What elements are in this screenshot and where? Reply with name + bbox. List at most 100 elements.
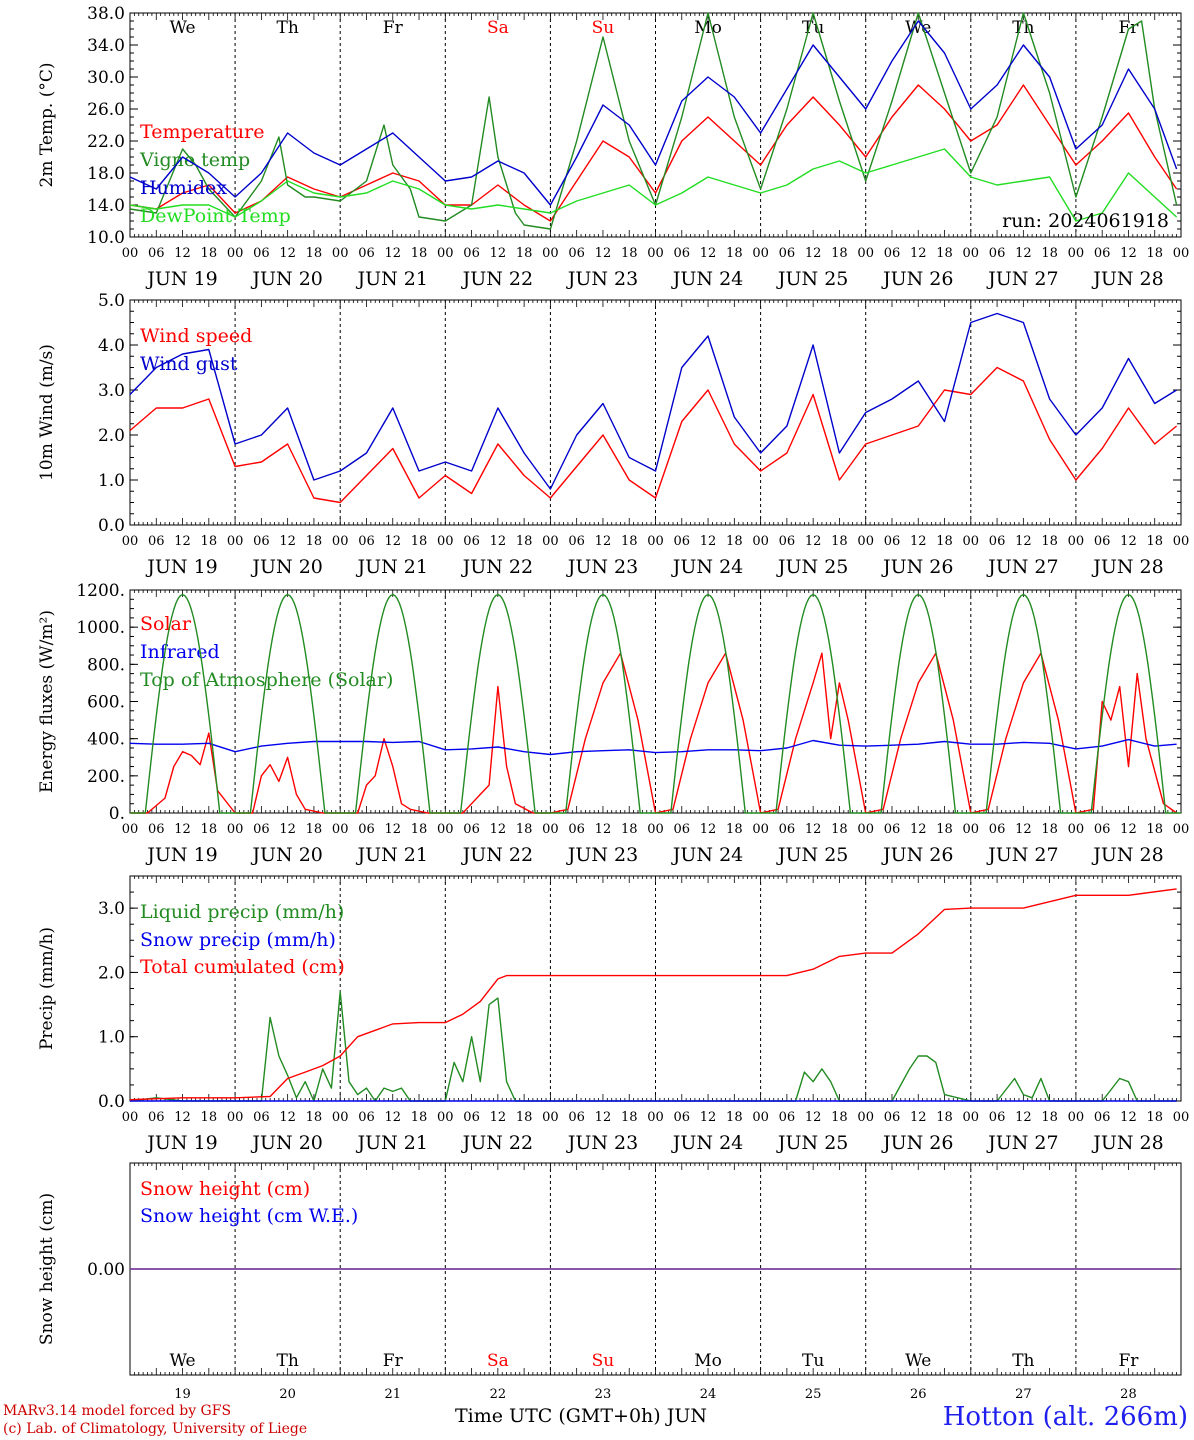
hour-tick-label: 18 [201,1110,218,1125]
hour-tick-label: 00 [332,1110,349,1125]
day-number-label: 24 [700,1387,717,1402]
legend-entry: DewPoint Temp [140,205,291,227]
y-tick-label: 1000. [76,618,125,638]
hour-tick-label: 06 [1094,534,1111,549]
legend-entry: Vigne temp [139,149,250,171]
hour-tick-label: 18 [936,246,953,261]
series-line-3 [130,593,1181,814]
date-label: JUN 19 [145,844,217,866]
hour-tick-label: 18 [831,534,848,549]
hour-tick-label: 06 [779,246,796,261]
y-tick-label: 14.0 [87,196,125,216]
hour-tick-label: 00 [647,534,664,549]
hour-tick-label: 06 [989,822,1006,837]
y-tick-label: 3.0 [98,899,125,919]
weekday-label: We [169,18,195,38]
hour-tick-label: 18 [1146,534,1163,549]
date-label: JUN 20 [250,556,322,578]
hour-tick-label: 12 [595,246,612,261]
hour-tick-label: 00 [227,1110,244,1125]
hour-tick-label: 06 [674,534,691,549]
hour-tick-label: 00 [752,246,769,261]
panel-4: 0.0 1.0 2.0 3.0 Precip (mm/h) 00 06 12 18 JUN 19 0… [37,875,1189,1154]
hour-tick-label: 00 [122,246,139,261]
hour-tick-label: 06 [674,822,691,837]
y-axis-label: Precip (mm/h) [37,927,57,1050]
hour-tick-label: 00 [437,822,454,837]
day-number-label: 26 [910,1387,927,1402]
weekday-label: Fr [1118,1351,1139,1371]
hour-tick-label: 18 [726,246,743,261]
legend-entry: Humidex [140,177,227,199]
hour-tick-label: 00 [857,534,874,549]
weekday-label: Th [277,1351,299,1371]
hour-tick-label: 00 [332,822,349,837]
legend-entry: Snow precip (mm/h) [140,929,336,951]
date-label: JUN 26 [881,844,953,866]
hour-tick-label: 06 [148,534,165,549]
hour-tick-label: 12 [279,534,296,549]
hour-tick-label: 00 [122,1110,139,1125]
hour-tick-label: 00 [1173,822,1190,837]
hour-tick-label: 06 [1094,822,1111,837]
station-name: Hotton (alt. 266m) [942,1402,1188,1432]
date-label: JUN 21 [356,268,428,290]
hour-tick-label: 12 [279,246,296,261]
hour-tick-label: 00 [647,822,664,837]
y-tick-label: 30.0 [87,68,125,88]
y-tick-label: 2.0 [98,963,125,983]
hour-tick-label: 18 [306,246,323,261]
hour-tick-label: 18 [726,534,743,549]
hour-tick-label: 06 [674,1110,691,1125]
weekday-label: Tu [802,1351,824,1371]
legend-entry: Solar [140,613,192,635]
legend-entry: Wind gust [140,353,238,375]
panel-frame [129,589,1182,814]
hour-tick-label: 00 [752,822,769,837]
hour-tick-label: 12 [910,1110,927,1125]
date-label: JUN 22 [461,844,533,866]
panel-5: 0.00 Snow height (cm) We 19 Th 20 Fr 21 Sa 22 Su 23… [37,1162,1182,1402]
hour-tick-label: 18 [621,246,638,261]
hour-tick-label: 06 [568,1110,585,1125]
hour-tick-label: 12 [700,822,717,837]
hour-tick-label: 12 [490,534,507,549]
day-number-label: 21 [384,1387,401,1402]
date-label: JUN 26 [881,268,953,290]
hour-tick-label: 06 [148,822,165,837]
date-label: JUN 23 [566,844,638,866]
hour-tick-label: 06 [358,822,375,837]
hour-tick-label: 12 [1015,822,1032,837]
day-number-label: 22 [490,1387,507,1402]
hour-tick-label: 18 [831,246,848,261]
y-axis-label: 2m Temp. (°C) [37,62,57,187]
weekday-label: Mo [694,1351,722,1371]
hour-tick-label: 00 [542,822,559,837]
hour-tick-label: 00 [647,246,664,261]
day-number-label: 19 [174,1387,191,1402]
legend-entry: Temperature [140,121,264,143]
hour-tick-label: 06 [779,534,796,549]
hour-tick-label: 18 [306,1110,323,1125]
hour-tick-label: 00 [542,1110,559,1125]
hour-tick-label: 00 [963,246,980,261]
hour-tick-label: 00 [332,534,349,549]
panel-3: 0. 200. 400. 600. 800. 1000. 1200. Energy fluxe… [37,581,1189,866]
hour-tick-label: 06 [148,1110,165,1125]
date-label: JUN 19 [145,556,217,578]
hour-tick-label: 06 [884,822,901,837]
hour-tick-label: 00 [122,822,139,837]
legend-entry: Liquid precip (mm/h) [140,901,344,923]
hour-tick-label: 12 [279,1110,296,1125]
y-tick-label: 0. [109,804,125,824]
weekday-label: Sa [487,1351,509,1371]
y-tick-label: 22.0 [87,132,125,152]
date-label: JUN 20 [250,1132,322,1154]
hour-tick-label: 00 [857,1110,874,1125]
hour-tick-label: 00 [227,822,244,837]
weekday-label: Fr [383,1351,404,1371]
hour-tick-label: 12 [279,822,296,837]
hour-tick-label: 06 [253,822,270,837]
hour-tick-label: 06 [568,822,585,837]
